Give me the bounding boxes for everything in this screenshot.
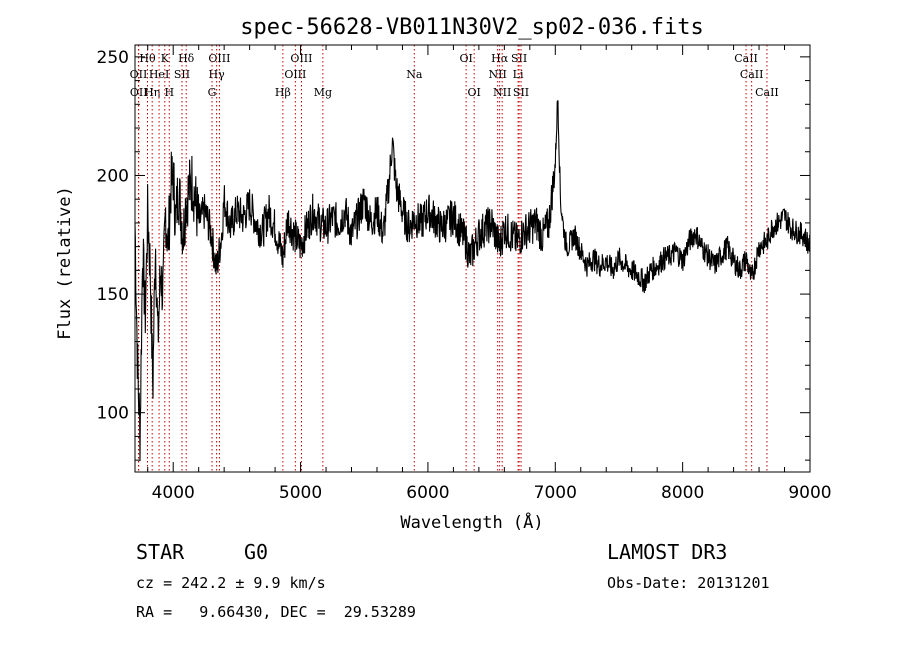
x-tick-label-4: 8000 [661, 483, 704, 503]
line-label-10: Hγ [209, 68, 226, 81]
x-tick-label-5: 9000 [788, 483, 831, 503]
line-label-16: Na [406, 68, 423, 81]
line-label-7: SII [174, 68, 190, 81]
line-label-21: NII [493, 86, 511, 99]
coordinates: RA = 9.66430, DEC = 29.53289 [136, 603, 416, 621]
y-axis-title: Flux (relative) [55, 186, 75, 340]
spectrum-line [134, 100, 811, 462]
subclass: G0 [244, 540, 269, 564]
x-tick-label-2: 6000 [406, 483, 449, 503]
line-label-9: OIII [208, 52, 230, 65]
x-axis-title: Wavelength (Å) [400, 511, 543, 533]
line-label-2: OII [130, 86, 148, 99]
line-label-25: CaII [734, 52, 758, 65]
line-label-18: OI [467, 86, 480, 99]
line-label-8: Hδ [178, 52, 195, 65]
line-label-19: Hα [491, 52, 509, 65]
line-label-24: SII [513, 86, 529, 99]
observation-date: Obs-Date: 20131201 [607, 574, 770, 592]
plot-frame [134, 44, 811, 473]
chart-title: spec-56628-VB011N30V2_sp02-036.fits [240, 15, 704, 40]
x-tick-label-1: 5000 [279, 483, 322, 503]
object-type: STAR [136, 540, 185, 564]
y-tick-label-2: 200 [97, 166, 129, 186]
y-tick-label-1: 150 [97, 285, 129, 305]
line-label-20: NII [489, 68, 507, 81]
line-label-5: K [161, 52, 170, 65]
y-axis: 100 150 200 250 [97, 48, 810, 461]
x-tick-label-0: 4000 [152, 483, 195, 503]
line-label-14: OIII [284, 68, 306, 81]
line-label-27: CaII [755, 86, 779, 99]
y-tick-label-3: 250 [97, 48, 129, 68]
line-label-6: H [164, 86, 174, 99]
survey-name: LAMOST DR3 [607, 540, 728, 564]
line-label-0: Hθ [139, 52, 156, 65]
y-tick-label-0: 100 [97, 404, 129, 424]
line-label-4: HeI [149, 68, 169, 81]
x-axis: 4000 5000 6000 7000 8000 9000 [147, 45, 832, 503]
line-label-13: OIII [290, 52, 312, 65]
line-label-22: SII [511, 52, 527, 65]
line-label-23: Li [513, 68, 524, 81]
line-label-17: OI [459, 52, 472, 65]
line-label-11: G [208, 86, 217, 99]
x-tick-label-3: 7000 [534, 483, 577, 503]
line-label-26: CaII [740, 68, 764, 81]
line-label-3: Hη [144, 86, 160, 99]
line-label-15: Mg [314, 86, 332, 99]
redshift-velocity: cz = 242.2 ± 9.9 km/s [136, 574, 326, 592]
line-label-12: Hβ [275, 86, 291, 99]
